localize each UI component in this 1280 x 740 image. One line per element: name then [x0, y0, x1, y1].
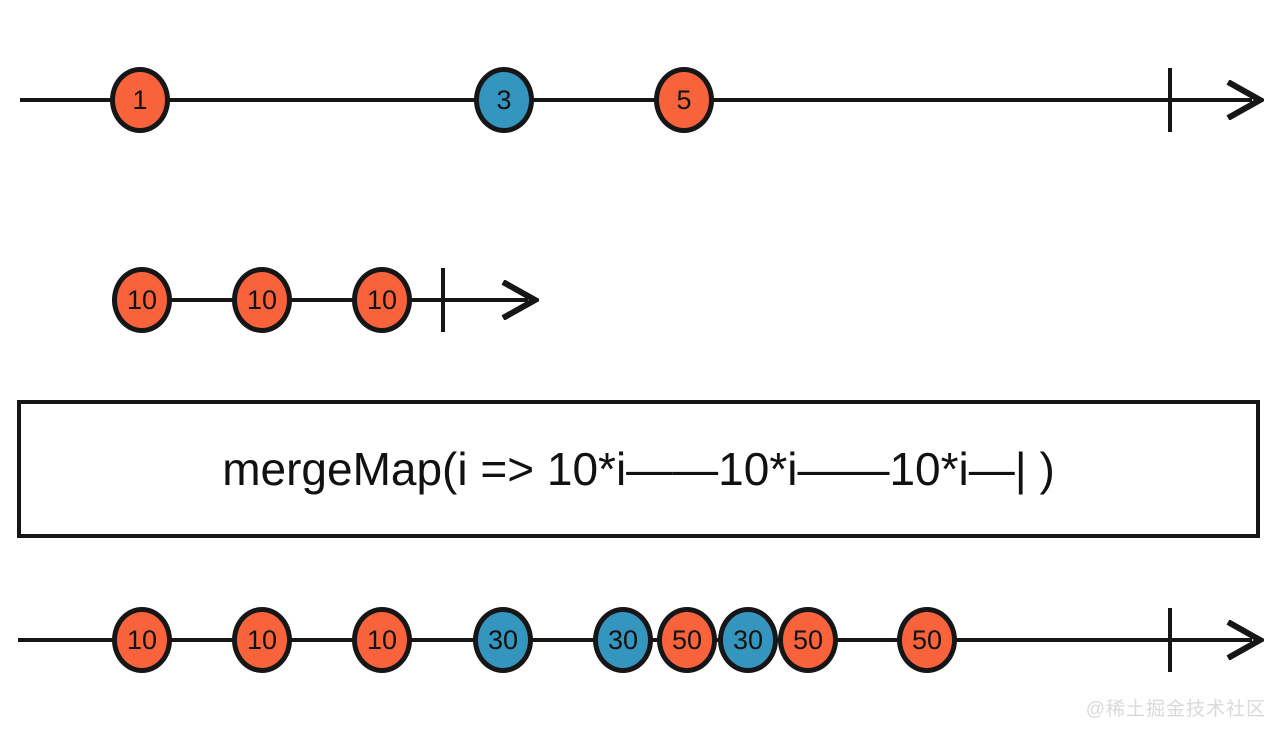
arrow-head-icon-source [1226, 80, 1264, 120]
marble-output-50: 50 [897, 607, 957, 673]
marble-source-1: 1 [110, 67, 170, 133]
marble-output-10: 10 [112, 607, 172, 673]
complete-bar-inner [441, 268, 445, 332]
marble-inner-10: 10 [112, 267, 172, 333]
marble-output-50: 50 [778, 607, 838, 673]
watermark-text: @稀土掘金技术社区 [1085, 699, 1266, 720]
timeline-line-source [20, 98, 1252, 102]
marble-inner-10: 10 [352, 267, 412, 333]
marble-output-10: 10 [352, 607, 412, 673]
operator-label: mergeMap(i => 10*i——10*i——10*i—| ) [222, 443, 1055, 495]
marble-output-10: 10 [232, 607, 292, 673]
marble-output-30: 30 [718, 607, 778, 673]
complete-bar-source [1168, 68, 1172, 132]
operator-box: mergeMap(i => 10*i——10*i——10*i—| ) [17, 400, 1260, 538]
marble-source-3: 3 [474, 67, 534, 133]
marble-source-5: 5 [654, 67, 714, 133]
complete-bar-output [1168, 608, 1172, 672]
marble-inner-10: 10 [232, 267, 292, 333]
marble-output-30: 30 [473, 607, 533, 673]
arrow-head-icon-inner [501, 280, 539, 320]
marble-output-50: 50 [657, 607, 717, 673]
marble-output-30: 30 [593, 607, 653, 673]
arrow-head-icon-output [1226, 620, 1264, 660]
timeline-line-inner [112, 298, 528, 302]
